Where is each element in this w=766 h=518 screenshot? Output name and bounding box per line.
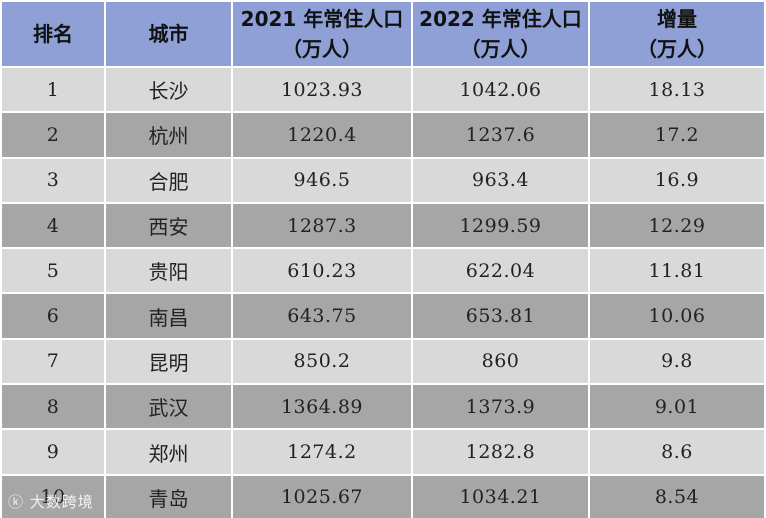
cell-rank: 10 <box>2 475 104 518</box>
header-rank: 排名 <box>2 2 104 66</box>
cell-rank: 6 <box>2 294 104 338</box>
cell-city: 青岛 <box>106 475 231 518</box>
cell-increase: 17.2 <box>590 113 764 157</box>
cell-increase: 9.01 <box>590 385 764 429</box>
table-row: 4 西安 1287.3 1299.59 12.29 <box>2 203 764 248</box>
cell-pop-2021: 610.23 <box>233 249 411 293</box>
header-pop-2022-unit: （万人） <box>460 37 541 61</box>
cell-pop-2022: 1373.9 <box>413 385 588 429</box>
header-city-label: 城市 <box>148 22 189 46</box>
cell-increase: 10.06 <box>590 294 764 338</box>
cell-increase: 12.29 <box>590 203 764 248</box>
table-header-row: 排名 城市 2021 年常住人口 （万人） 2022 年常住人口 （万人） 增量… <box>2 2 764 66</box>
cell-pop-2021: 643.75 <box>233 294 411 338</box>
cell-city: 武汉 <box>106 385 231 429</box>
cell-increase: 9.8 <box>590 339 764 384</box>
cell-pop-2022: 1282.8 <box>413 430 588 474</box>
cell-rank: 9 <box>2 430 104 474</box>
cell-pop-2021: 1025.67 <box>233 475 411 518</box>
cell-city: 长沙 <box>106 68 231 112</box>
cell-increase: 16.9 <box>590 158 764 202</box>
header-rank-label: 排名 <box>33 22 73 46</box>
cell-city: 郑州 <box>106 430 231 474</box>
cell-pop-2022: 963.4 <box>413 158 588 202</box>
cell-rank: 2 <box>2 113 104 157</box>
table-body: 1 长沙 1023.93 1042.06 18.13 2 杭州 1220.4 1237.6 17.… <box>2 68 764 518</box>
cell-pop-2021: 946.5 <box>233 158 411 202</box>
cell-pop-2021: 1364.89 <box>233 385 411 429</box>
cell-city: 西安 <box>106 203 231 248</box>
header-increase: 增量 （万人） <box>590 2 764 66</box>
table-row: 2 杭州 1220.4 1237.6 17.2 <box>2 113 764 157</box>
header-city: 城市 <box>106 2 231 66</box>
table-row: 5 贵阳 610.23 622.04 11.81 <box>2 249 764 293</box>
table-row: 7 昆明 850.2 860 9.8 <box>2 339 764 384</box>
cell-pop-2021: 1023.93 <box>233 68 411 112</box>
cell-pop-2021: 850.2 <box>233 339 411 384</box>
cell-increase: 8.6 <box>590 430 764 474</box>
header-pop-2021: 2021 年常住人口 （万人） <box>233 2 411 66</box>
table-row: 1 长沙 1023.93 1042.06 18.13 <box>2 68 764 112</box>
cell-increase: 18.13 <box>590 68 764 112</box>
header-pop-2022: 2022 年常住人口 （万人） <box>413 2 588 66</box>
header-pop-2021-unit: （万人） <box>282 37 362 61</box>
header-increase-label: 增量 <box>657 7 697 31</box>
cell-rank: 1 <box>2 68 104 112</box>
header-increase-unit: （万人） <box>637 37 717 61</box>
table-row: 8 武汉 1364.89 1373.9 9.01 <box>2 385 764 429</box>
cell-rank: 5 <box>2 249 104 293</box>
cell-city: 南昌 <box>106 294 231 338</box>
cell-rank: 4 <box>2 203 104 248</box>
cell-rank: 7 <box>2 339 104 384</box>
cell-rank: 8 <box>2 385 104 429</box>
cell-pop-2022: 860 <box>413 339 588 384</box>
table-row: 3 合肥 946.5 963.4 16.9 <box>2 158 764 202</box>
header-pop-2022-label: 2022 年常住人口 <box>419 7 582 31</box>
cell-city: 贵阳 <box>106 249 231 293</box>
table-row: 10 青岛 1025.67 1034.21 8.54 <box>2 475 764 518</box>
cell-pop-2022: 1237.6 <box>413 113 588 157</box>
cell-pop-2022: 622.04 <box>413 249 588 293</box>
header-pop-2021-label: 2021 年常住人口 <box>240 7 404 31</box>
cell-pop-2022: 1299.59 <box>413 203 588 248</box>
cell-city: 昆明 <box>106 339 231 384</box>
cell-pop-2021: 1274.2 <box>233 430 411 474</box>
cell-pop-2021: 1220.4 <box>233 113 411 157</box>
table-row: 9 郑州 1274.2 1282.8 8.6 <box>2 430 764 474</box>
cell-pop-2022: 653.81 <box>413 294 588 338</box>
table-row: 6 南昌 643.75 653.81 10.06 <box>2 294 764 338</box>
cell-rank: 3 <box>2 158 104 202</box>
cell-city: 杭州 <box>106 113 231 157</box>
cell-pop-2021: 1287.3 <box>233 203 411 248</box>
cell-pop-2022: 1042.06 <box>413 68 588 112</box>
cell-pop-2022: 1034.21 <box>413 475 588 518</box>
cell-increase: 8.54 <box>590 475 764 518</box>
cell-city: 合肥 <box>106 158 231 202</box>
cell-increase: 11.81 <box>590 249 764 293</box>
